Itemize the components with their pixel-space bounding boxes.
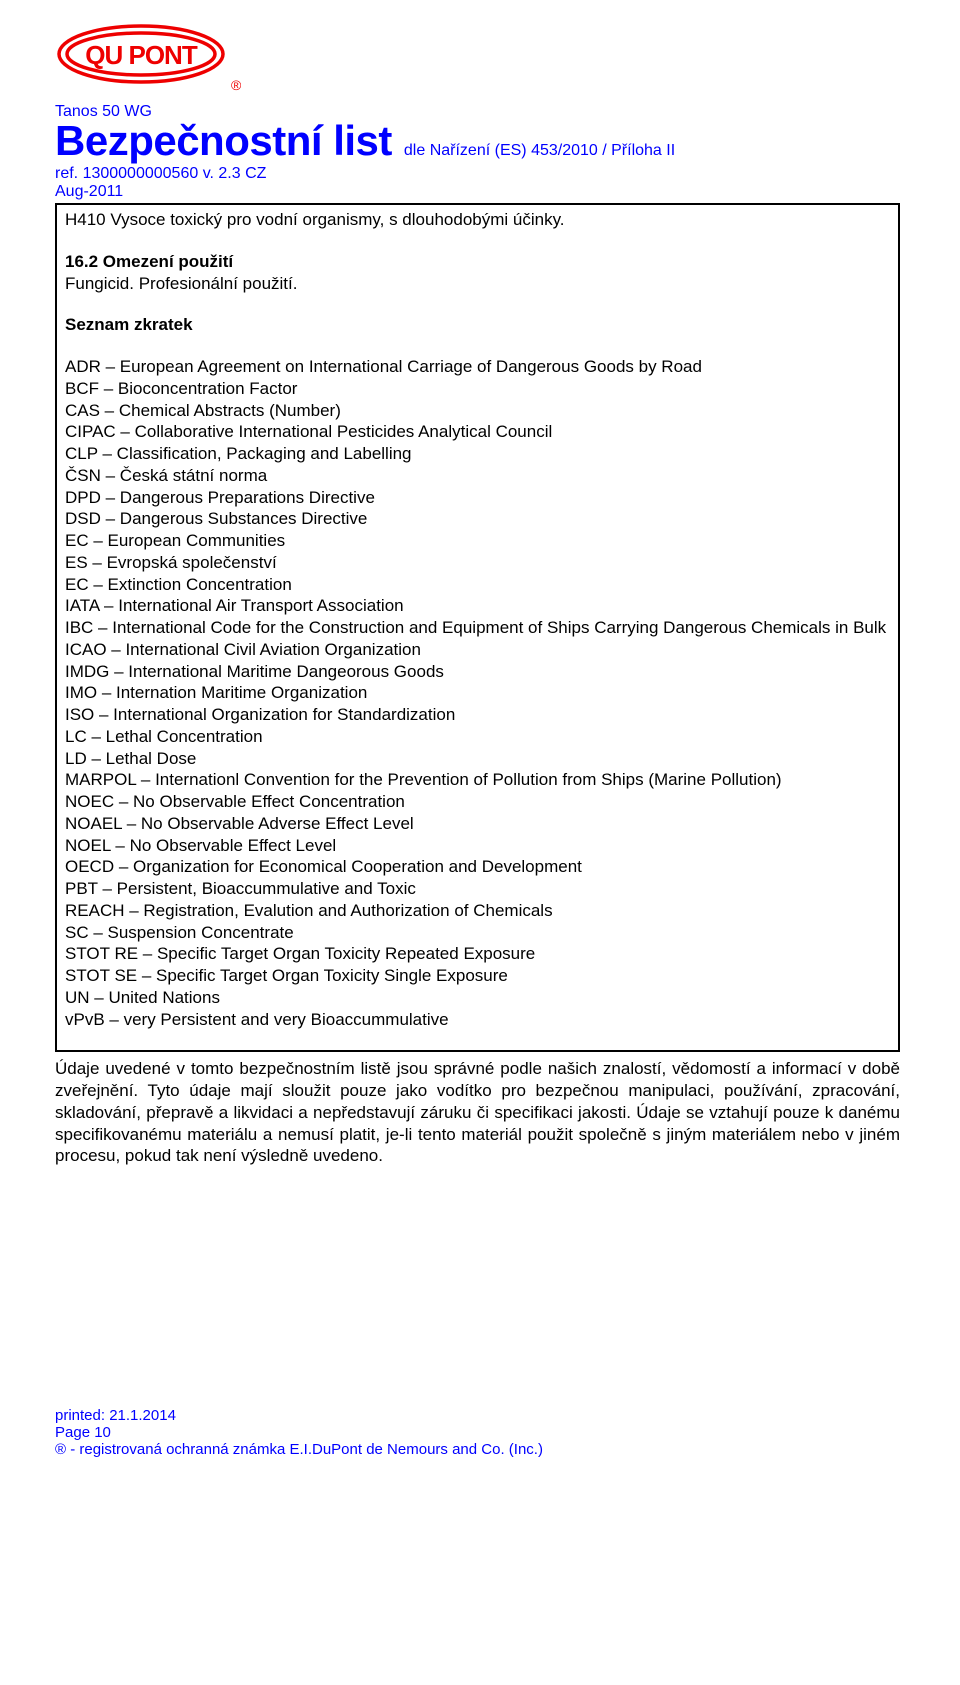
dupont-logo: QU PONT ® [55,24,241,96]
footer: printed: 21.1.2014 Page 10 ® - registrov… [55,1407,900,1458]
abbr-item: ICAO – International Civil Aviation Orga… [65,639,890,661]
abbr-item: CLP – Classification, Packaging and Labe… [65,443,890,465]
section-162-title: 16.2 Omezení použití [65,251,890,273]
abbr-item: ADR – European Agreement on Internationa… [65,356,890,378]
content-box: H410 Vysoce toxický pro vodní organismy,… [55,203,900,1052]
abbr-item: LD – Lethal Dose [65,748,890,770]
abbr-item: UN – United Nations [65,987,890,1009]
document-subtitle: dle Nařízení (ES) 453/2010 / Příloha II [404,142,675,160]
abbr-item: SC – Suspension Concentrate [65,922,890,944]
abbreviations-list: ADR – European Agreement on Internationa… [65,356,890,1030]
abbr-item: ČSN – Česká státní norma [65,465,890,487]
abbr-item: MARPOL – Internationl Convention for the… [65,769,890,791]
disclaimer-text: Údaje uvedené v tomto bezpečnostním list… [55,1058,900,1167]
abbr-item: NOAEL – No Observable Adverse Effect Lev… [65,813,890,835]
footer-page: Page 10 [55,1424,900,1441]
abbr-item: IBC – International Code for the Constru… [65,617,890,639]
h410-line: H410 Vysoce toxický pro vodní organismy,… [65,209,890,231]
footer-trademark: ® - registrovaná ochranná známka E.I.DuP… [55,1441,900,1458]
title-row: Bezpečnostní list dle Nařízení (ES) 453/… [55,117,900,165]
document-date: Aug-2011 [55,183,900,201]
footer-printed: printed: 21.1.2014 [55,1407,900,1424]
abbr-item: DPD – Dangerous Preparations Directive [65,487,890,509]
abbreviations-title: Seznam zkratek [65,314,890,336]
abbr-item: NOEL – No Observable Effect Level [65,835,890,857]
abbr-item: ES – Evropská společenství [65,552,890,574]
abbr-item: IMDG – International Maritime Dangeorous… [65,661,890,683]
abbr-item: NOEC – No Observable Effect Concentratio… [65,791,890,813]
abbr-item: vPvB – very Persistent and very Bioaccum… [65,1009,890,1031]
abbr-item: CAS – Chemical Abstracts (Number) [65,400,890,422]
document-page: QU PONT ® Tanos 50 WG Bezpečnostní list … [0,0,960,1488]
abbr-item: DSD – Dangerous Substances Directive [65,508,890,530]
section-162-body: Fungicid. Profesionální použití. [65,273,890,295]
abbr-item: STOT RE – Specific Target Organ Toxicity… [65,943,890,965]
abbr-item: IMO – Internation Maritime Organization [65,682,890,704]
abbr-item: EC – European Communities [65,530,890,552]
abbr-item: REACH – Registration, Evalution and Auth… [65,900,890,922]
logo-block: QU PONT ® [55,24,900,101]
abbr-item: LC – Lethal Concentration [65,726,890,748]
svg-text:QU PONT: QU PONT [85,40,198,70]
abbr-item: ISO – International Organization for Sta… [65,704,890,726]
abbr-item: CIPAC – Collaborative International Pest… [65,421,890,443]
document-title: Bezpečnostní list [55,117,392,165]
abbr-item: STOT SE – Specific Target Organ Toxicity… [65,965,890,987]
abbr-item: PBT – Persistent, Bioaccummulative and T… [65,878,890,900]
abbr-item: BCF – Bioconcentration Factor [65,378,890,400]
abbr-item: EC – Extinction Concentration [65,574,890,596]
abbr-item: OECD – Organization for Economical Coope… [65,856,890,878]
svg-text:®: ® [231,77,241,93]
abbr-item: IATA – International Air Transport Assoc… [65,595,890,617]
document-ref: ref. 1300000000560 v. 2.3 CZ [55,165,900,183]
